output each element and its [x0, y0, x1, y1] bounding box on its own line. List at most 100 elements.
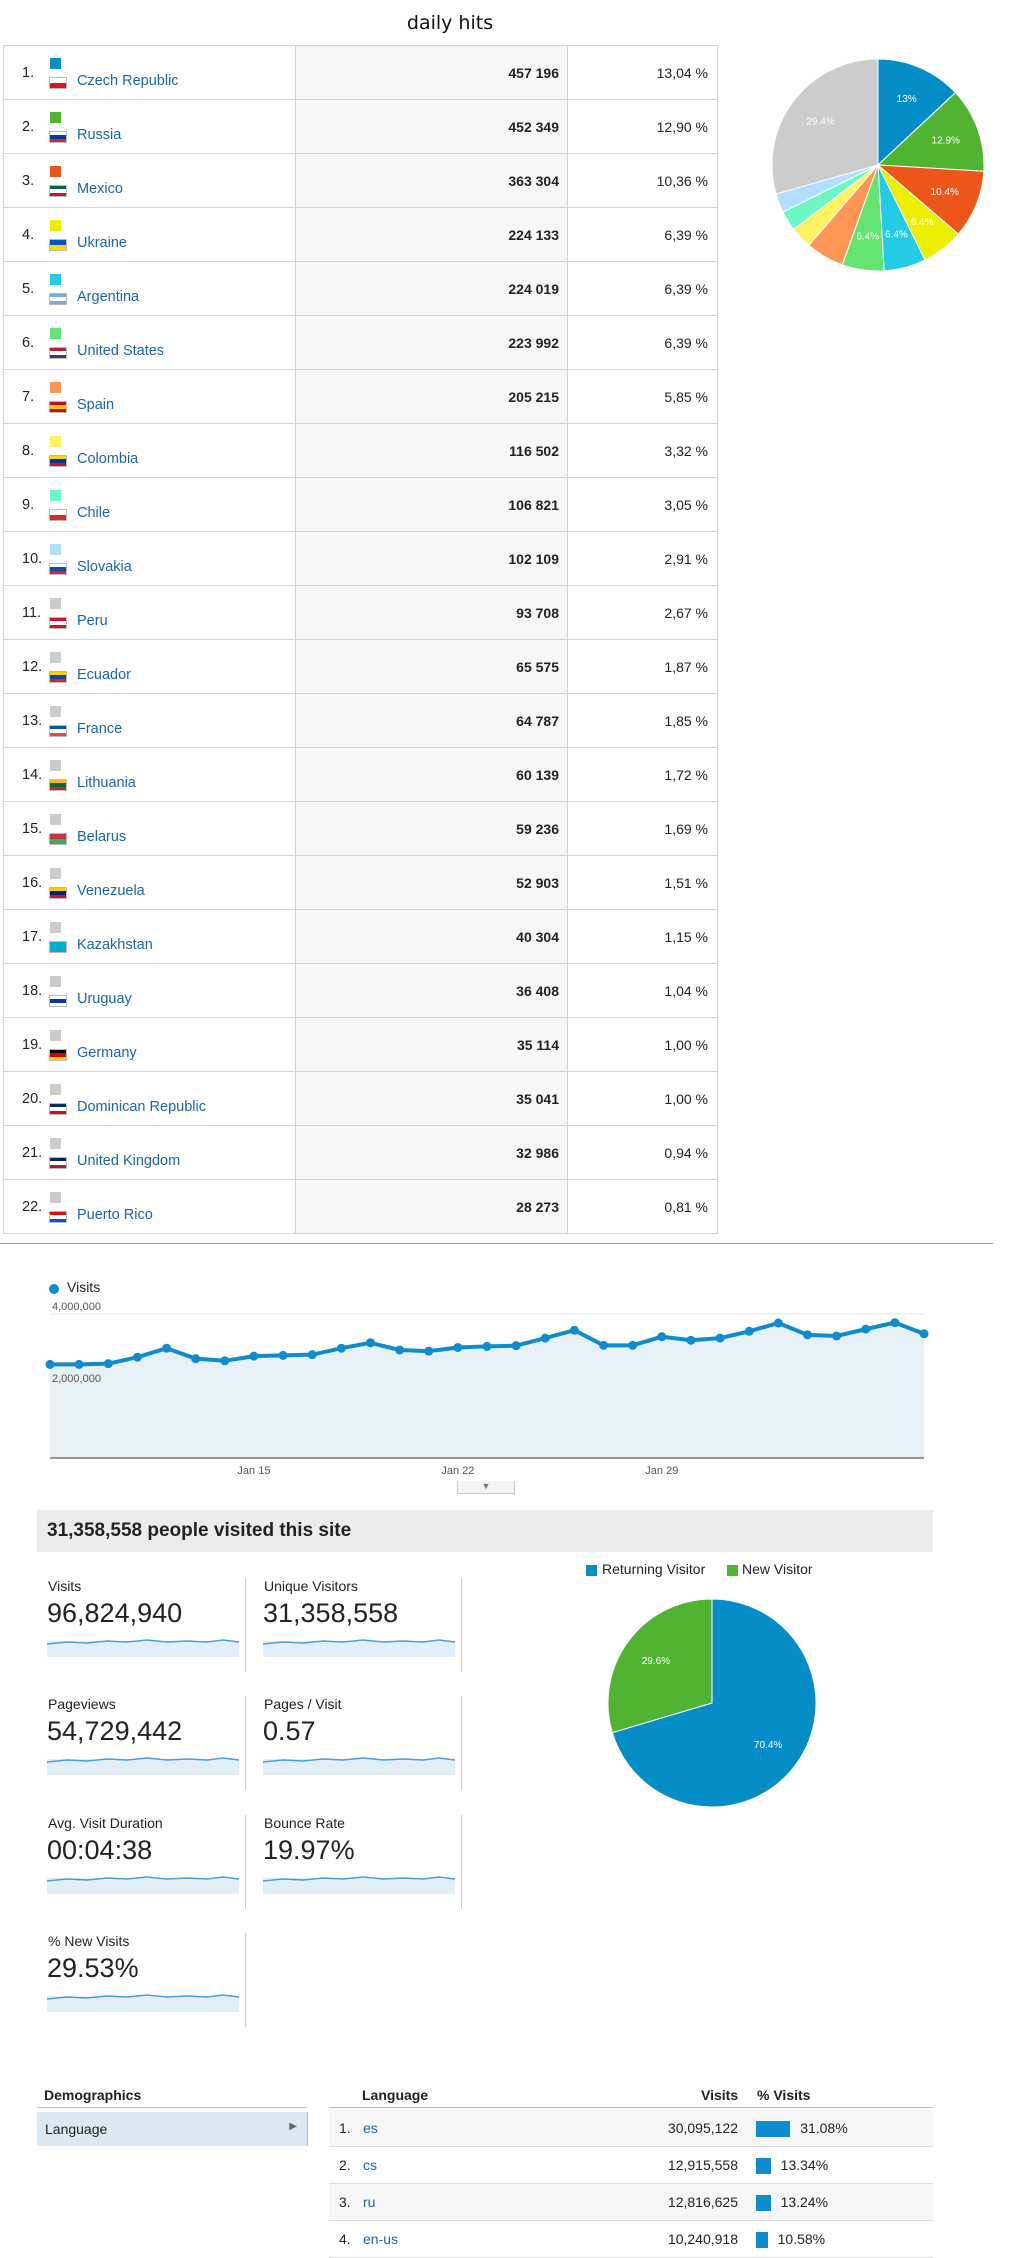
- visits-column-header[interactable]: Visits: [701, 2087, 739, 2103]
- country-link[interactable]: Germany: [77, 1045, 137, 1061]
- country-link[interactable]: Mexico: [77, 181, 123, 197]
- country-link[interactable]: Uruguay: [77, 991, 132, 1007]
- pie-slice[interactable]: [876, 91, 985, 172]
- flag-icon: [49, 239, 67, 251]
- data-point[interactable]: [336, 1343, 346, 1353]
- country-link[interactable]: Slovakia: [77, 559, 132, 575]
- pie-slice-label: 70.4%: [754, 1740, 782, 1751]
- country-cell: 9. Chile: [3, 477, 296, 532]
- country-link[interactable]: Puerto Rico: [77, 1207, 153, 1223]
- data-point[interactable]: [569, 1325, 579, 1335]
- data-point[interactable]: [657, 1332, 667, 1342]
- pie-slice[interactable]: [771, 58, 879, 195]
- data-point[interactable]: [715, 1333, 725, 1343]
- data-point[interactable]: [249, 1351, 259, 1361]
- country-link[interactable]: Argentina: [77, 289, 140, 305]
- data-point[interactable]: [802, 1330, 812, 1340]
- data-point[interactable]: [540, 1333, 550, 1343]
- data-point[interactable]: [686, 1335, 696, 1345]
- data-point[interactable]: [365, 1338, 375, 1348]
- pie-slice[interactable]: [877, 58, 957, 167]
- series-color-swatch: [50, 58, 61, 69]
- metric-pageviews[interactable]: Pageviews 54,729,442: [37, 1696, 246, 1790]
- language-link[interactable]: cs: [363, 2157, 377, 2173]
- country-link[interactable]: Peru: [77, 613, 108, 629]
- data-point[interactable]: [395, 1345, 405, 1355]
- country-link[interactable]: Lithuania: [77, 775, 136, 791]
- visits-line-chart[interactable]: 4,000,000 2,000,000 Jan 15 Jan 22 Jan 29: [44, 1296, 930, 1480]
- data-point[interactable]: [307, 1350, 317, 1360]
- data-point[interactable]: [103, 1359, 113, 1369]
- data-point[interactable]: [191, 1354, 201, 1364]
- country-link[interactable]: Ecuador: [77, 667, 132, 683]
- country-link[interactable]: Czech Republic: [77, 73, 179, 89]
- country-link[interactable]: Belarus: [77, 829, 127, 845]
- language-link[interactable]: es: [363, 2120, 378, 2136]
- data-point[interactable]: [278, 1350, 288, 1360]
- pie-slice[interactable]: [876, 164, 985, 235]
- pie-slice-label: 6.4%: [856, 231, 879, 242]
- table-row: 13. France 64 787 1,85 %: [3, 693, 718, 748]
- rank-number: 11.: [22, 605, 42, 621]
- pct-visits-column-header[interactable]: % Visits: [757, 2087, 811, 2103]
- data-point[interactable]: [861, 1324, 871, 1334]
- data-point[interactable]: [162, 1343, 172, 1353]
- country-link[interactable]: Russia: [77, 127, 122, 143]
- rank-number: 12.: [22, 659, 43, 675]
- table-row: 3. Mexico 363 304 10,36 %: [3, 153, 718, 208]
- percent-value: 13.34%: [780, 2157, 829, 2173]
- visits-cell: 52 903: [295, 855, 568, 910]
- country-link[interactable]: Venezuela: [77, 883, 145, 899]
- table-row: 11. Peru 93 708 2,67 %: [3, 585, 718, 640]
- rank-number: 8.: [22, 443, 35, 459]
- flag-icon: [49, 401, 67, 413]
- data-point[interactable]: [773, 1318, 783, 1328]
- data-point[interactable]: [482, 1341, 492, 1351]
- pie-slice[interactable]: [607, 1598, 713, 1734]
- data-point[interactable]: [628, 1340, 638, 1350]
- metric-visits[interactable]: Visits 96,824,940: [37, 1578, 246, 1672]
- data-point[interactable]: [74, 1359, 84, 1369]
- rank-number: 4.: [339, 2231, 351, 2247]
- country-link[interactable]: United States: [77, 343, 165, 359]
- metric-avg-visit-duration[interactable]: Avg. Visit Duration 00:04:38: [37, 1815, 246, 1909]
- country-link[interactable]: Dominican Republic: [77, 1099, 206, 1115]
- data-point[interactable]: [220, 1356, 230, 1366]
- series-color-swatch: [50, 544, 61, 555]
- metric-pages-visit[interactable]: Pages / Visit 0.57: [253, 1696, 462, 1790]
- data-point[interactable]: [132, 1352, 142, 1362]
- metric-label: Avg. Visit Duration: [48, 1815, 163, 1831]
- language-link[interactable]: ru: [363, 2194, 376, 2210]
- data-point[interactable]: [919, 1329, 929, 1339]
- collapse-chart-handle[interactable]: ▼: [457, 1481, 515, 1494]
- data-point[interactable]: [890, 1318, 900, 1328]
- demographics-language-item[interactable]: Language ▶: [37, 2112, 308, 2146]
- data-point[interactable]: [453, 1342, 463, 1352]
- data-point[interactable]: [599, 1340, 609, 1350]
- metric-value: 96,824,940: [47, 1598, 183, 1628]
- country-link[interactable]: Ukraine: [77, 235, 127, 251]
- data-point[interactable]: [511, 1341, 521, 1351]
- pie-slice[interactable]: [611, 1598, 817, 1808]
- country-link[interactable]: Spain: [77, 397, 115, 413]
- metric-new-visits[interactable]: % New Visits 29.53%: [37, 1933, 246, 2027]
- table-row: 1. Czech Republic 457 196 13,04 %: [3, 45, 718, 100]
- metric-unique-visitors[interactable]: Unique Visitors 31,358,558: [253, 1578, 462, 1672]
- country-link[interactable]: France: [77, 721, 123, 737]
- language-column-header[interactable]: Language: [362, 2087, 429, 2103]
- divider: [37, 2107, 307, 2108]
- language-link[interactable]: en-us: [363, 2231, 399, 2247]
- data-point[interactable]: [45, 1359, 55, 1369]
- country-link[interactable]: Chile: [77, 505, 111, 521]
- country-link[interactable]: Kazakhstan: [77, 937, 153, 953]
- data-point[interactable]: [424, 1346, 434, 1356]
- data-point[interactable]: [744, 1326, 754, 1336]
- data-point[interactable]: [832, 1331, 842, 1341]
- metric-bounce-rate[interactable]: Bounce Rate 19.97%: [253, 1815, 462, 1909]
- series-color-swatch: [50, 112, 61, 123]
- percentage-cell: 1,85 %: [567, 693, 718, 748]
- flag-icon: [49, 995, 67, 1007]
- percentage-cell: 5,85 %: [567, 369, 718, 424]
- country-link[interactable]: United Kingdom: [77, 1153, 181, 1169]
- country-link[interactable]: Colombia: [77, 451, 139, 467]
